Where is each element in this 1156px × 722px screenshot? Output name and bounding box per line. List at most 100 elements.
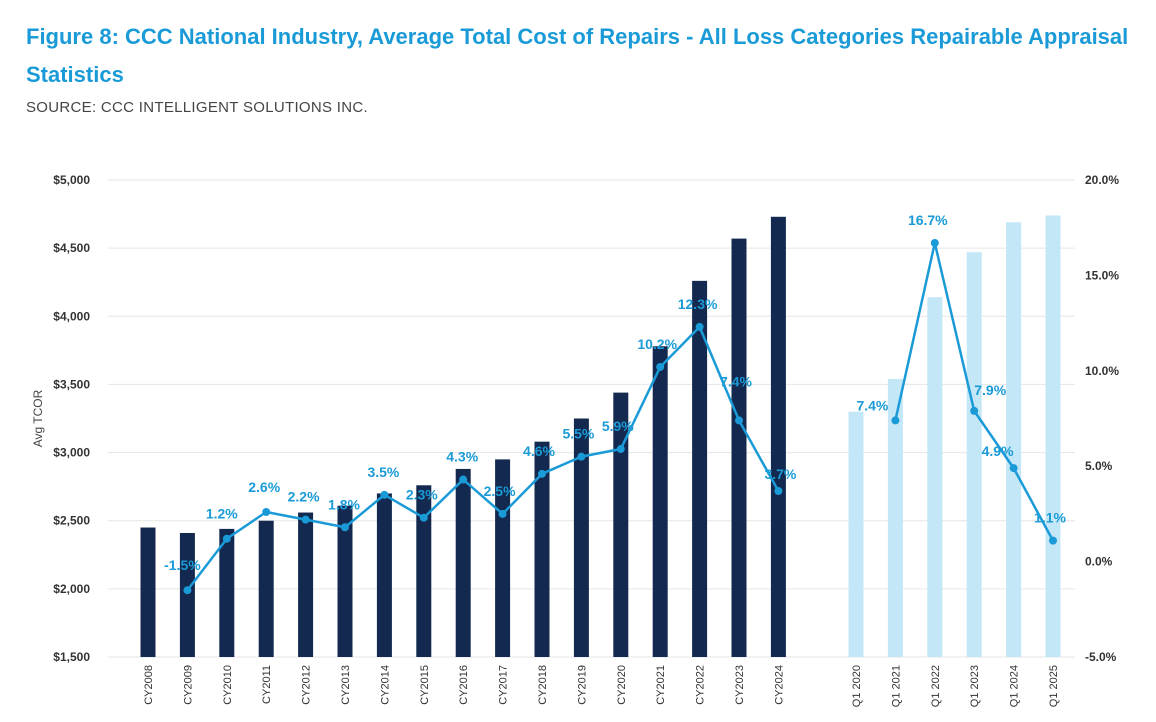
bar (455, 468, 471, 657)
data-label: -1.5% (164, 557, 201, 573)
y-tick-label: $1,500 (53, 650, 90, 664)
data-label: 5.9% (602, 418, 634, 434)
growth-point (341, 523, 349, 532)
bar (337, 505, 353, 657)
growth-point (891, 416, 900, 425)
data-label: 4.9% (982, 443, 1014, 459)
bar (416, 485, 432, 657)
bar (258, 520, 274, 657)
x-tick-label: CY2016 (458, 665, 470, 705)
y-tick-label: $4,000 (53, 309, 90, 323)
axes: $1,500 $2,000 $2,500 $3,000 $3,500 $4,000 $4,5… (31, 173, 1119, 707)
data-label: 1.1% (1034, 510, 1066, 526)
x-tick-label: CY2022 (695, 665, 707, 705)
x-tick-label: CY2009 (182, 665, 194, 705)
growth-point (577, 452, 586, 461)
x-tick-label: CY2008 (143, 665, 155, 705)
data-label: 12.3% (678, 296, 718, 312)
x-tick-label: Q1 2024 (1009, 665, 1021, 707)
growth-point (1049, 536, 1057, 545)
x-tick-label: CY2011 (261, 665, 273, 704)
y2-tick-label: 10.0% (1085, 364, 1119, 378)
bar (1045, 215, 1061, 658)
data-label: 10.2% (637, 336, 677, 352)
y-tick-label: $2,000 (53, 582, 90, 596)
growth-point (1009, 464, 1018, 473)
bar (887, 378, 903, 657)
data-label: 2.5% (484, 483, 516, 499)
data-label: 4.6% (523, 443, 555, 459)
x-tick-label: Q1 2023 (969, 665, 981, 707)
y2-tick-label: -5.0% (1085, 650, 1117, 664)
data-label: 16.7% (908, 212, 948, 228)
bar (376, 493, 392, 657)
growth-point (183, 586, 192, 595)
y2-tick-label: 20.0% (1085, 173, 1119, 187)
bar (140, 527, 156, 657)
data-label: 1.8% (328, 496, 360, 512)
data-label: 1.2% (206, 506, 238, 522)
growth-line (186, 325, 780, 591)
x-tick-label: CY2018 (537, 665, 549, 705)
x-tick-label: CY2017 (498, 665, 510, 705)
data-label: 7.4% (720, 373, 752, 389)
x-tick-label: CY2012 (301, 665, 313, 705)
x-tick-label: CY2014 (379, 665, 391, 705)
growth-point (616, 445, 625, 454)
bar (731, 238, 747, 658)
x-tick-label: Q1 2025 (1048, 665, 1060, 707)
y-tick-label: $5,000 (53, 173, 90, 187)
y-tick-label: $3,500 (53, 377, 90, 391)
data-labels: -1.5% 1.2% 2.6% 2.2% 1.8% 3.5% 2.3% 4.3% 2.5% 4.6… (164, 212, 1066, 573)
bar (848, 411, 864, 657)
x-tick-label: CY2010 (222, 665, 234, 705)
x-tick-label: CY2024 (773, 665, 785, 705)
y2-tick-label: 15.0% (1085, 268, 1119, 282)
chart-source: SOURCE: CCC INTELLIGENT SOLUTIONS INC. (26, 99, 369, 116)
chart-title: Figure 8: CCC National Industry, Average… (26, 24, 1129, 87)
growth-point (262, 507, 271, 516)
bar (927, 297, 943, 657)
growth-point (735, 416, 743, 425)
growth-point (419, 513, 428, 522)
growth-point (498, 509, 507, 518)
x-tick-label: Q1 2021 (890, 665, 902, 707)
y-tick-label: $3,000 (53, 446, 90, 460)
bar (966, 252, 982, 657)
growth-point (774, 487, 783, 496)
data-label: 2.2% (288, 489, 320, 505)
growth-point (656, 362, 665, 371)
data-label: 2.6% (248, 479, 280, 495)
growth-point (695, 322, 704, 331)
x-tick-label: CY2023 (734, 665, 746, 705)
bar (770, 216, 786, 657)
growth-point (538, 469, 546, 478)
growth-point (930, 238, 939, 247)
x-tick-label: CY2015 (419, 665, 431, 705)
growth-point (301, 515, 310, 524)
data-label: 7.4% (856, 397, 888, 413)
data-label: 7.9% (974, 382, 1006, 398)
growth-point (459, 475, 468, 484)
x-tick-label: CY2021 (655, 665, 667, 705)
growth-point (222, 534, 231, 543)
growth-points (183, 238, 1057, 595)
data-label: 3.5% (367, 464, 399, 480)
bar (652, 346, 668, 657)
y2-tick-label: 0.0% (1085, 555, 1113, 569)
bars (140, 215, 1061, 658)
data-label: 4.3% (446, 449, 478, 465)
bar (219, 528, 235, 657)
x-tick-label: CY2019 (576, 665, 588, 705)
bar (534, 441, 550, 657)
bar (298, 512, 314, 657)
bar (692, 280, 708, 657)
data-label: 2.3% (406, 487, 438, 503)
x-tick-label: Q1 2020 (851, 665, 863, 707)
y2-tick-label: 5.0% (1085, 459, 1113, 473)
y-axis-label: Avg TCOR (31, 389, 45, 447)
x-tick-label: CY2013 (340, 665, 352, 705)
bar (179, 532, 195, 657)
bar (613, 392, 629, 657)
